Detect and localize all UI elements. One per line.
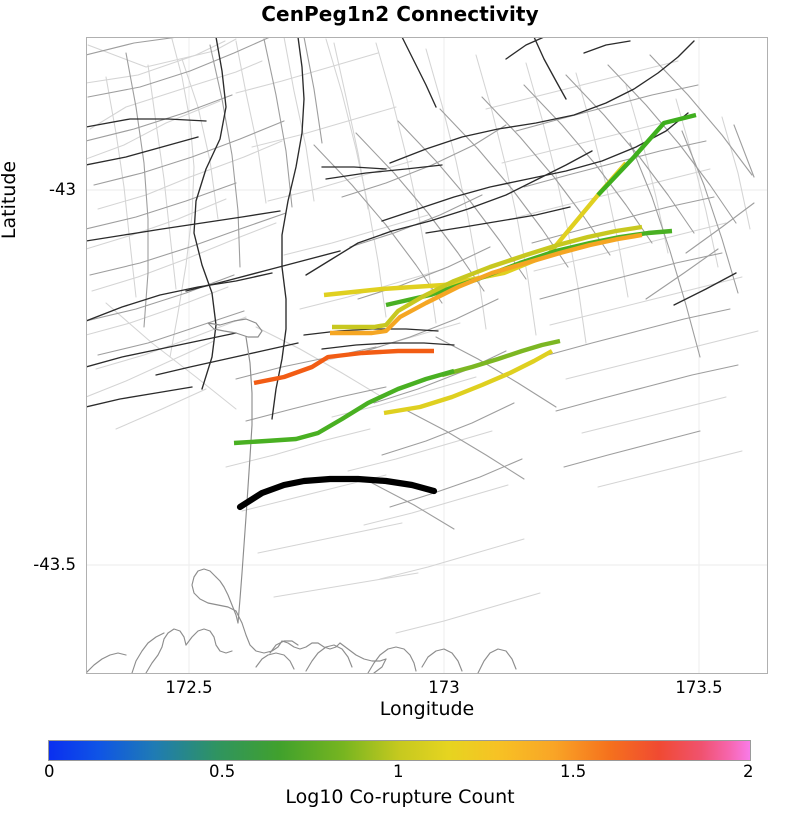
colorbar-label: Log10 Co-rupture Count — [285, 786, 515, 808]
trace-orangered-south — [253, 348, 434, 386]
colorbar-tick-1: 0.5 — [209, 762, 236, 781]
figure-title: CenPeg1n2 Connectivity — [261, 2, 539, 26]
trace-green-south — [441, 338, 561, 378]
fault-traces-mid — [86, 37, 755, 530]
x-axis-label: Longitude — [379, 698, 475, 720]
trace-orange-central — [330, 232, 643, 336]
xtick-label-2: 173.5 — [675, 678, 723, 697]
colorbar-tick-4: 2 — [743, 762, 754, 781]
colorbar-tick-2: 1 — [393, 762, 404, 781]
map-axes — [86, 37, 768, 674]
xtick-label-0: 172.5 — [165, 678, 213, 697]
colorbar[interactable] — [48, 740, 751, 761]
y-axis-label: Latitude — [0, 160, 20, 240]
fault-map — [86, 37, 768, 674]
ytick-label-1: -43.5 — [33, 555, 76, 574]
colorbar-tick-3: 1.5 — [560, 762, 587, 781]
trace-yellow-south — [383, 349, 554, 416]
trace-green-lower — [233, 368, 455, 446]
colorbar-tick-0: 0 — [44, 762, 55, 781]
gridlines — [86, 37, 768, 674]
fault-traces-light — [86, 37, 759, 634]
coastline — [86, 318, 517, 674]
trace-green-ne — [596, 112, 697, 197]
xtick-label-1: 173 — [428, 678, 460, 697]
trace-source-black — [236, 475, 438, 511]
trace-yellow-ne — [323, 161, 628, 298]
trace-yellowgreen-central — [332, 224, 643, 330]
colorbar-gradient — [48, 740, 751, 761]
corupture-traces — [233, 112, 697, 511]
ytick-label-0: -43 — [49, 180, 76, 199]
